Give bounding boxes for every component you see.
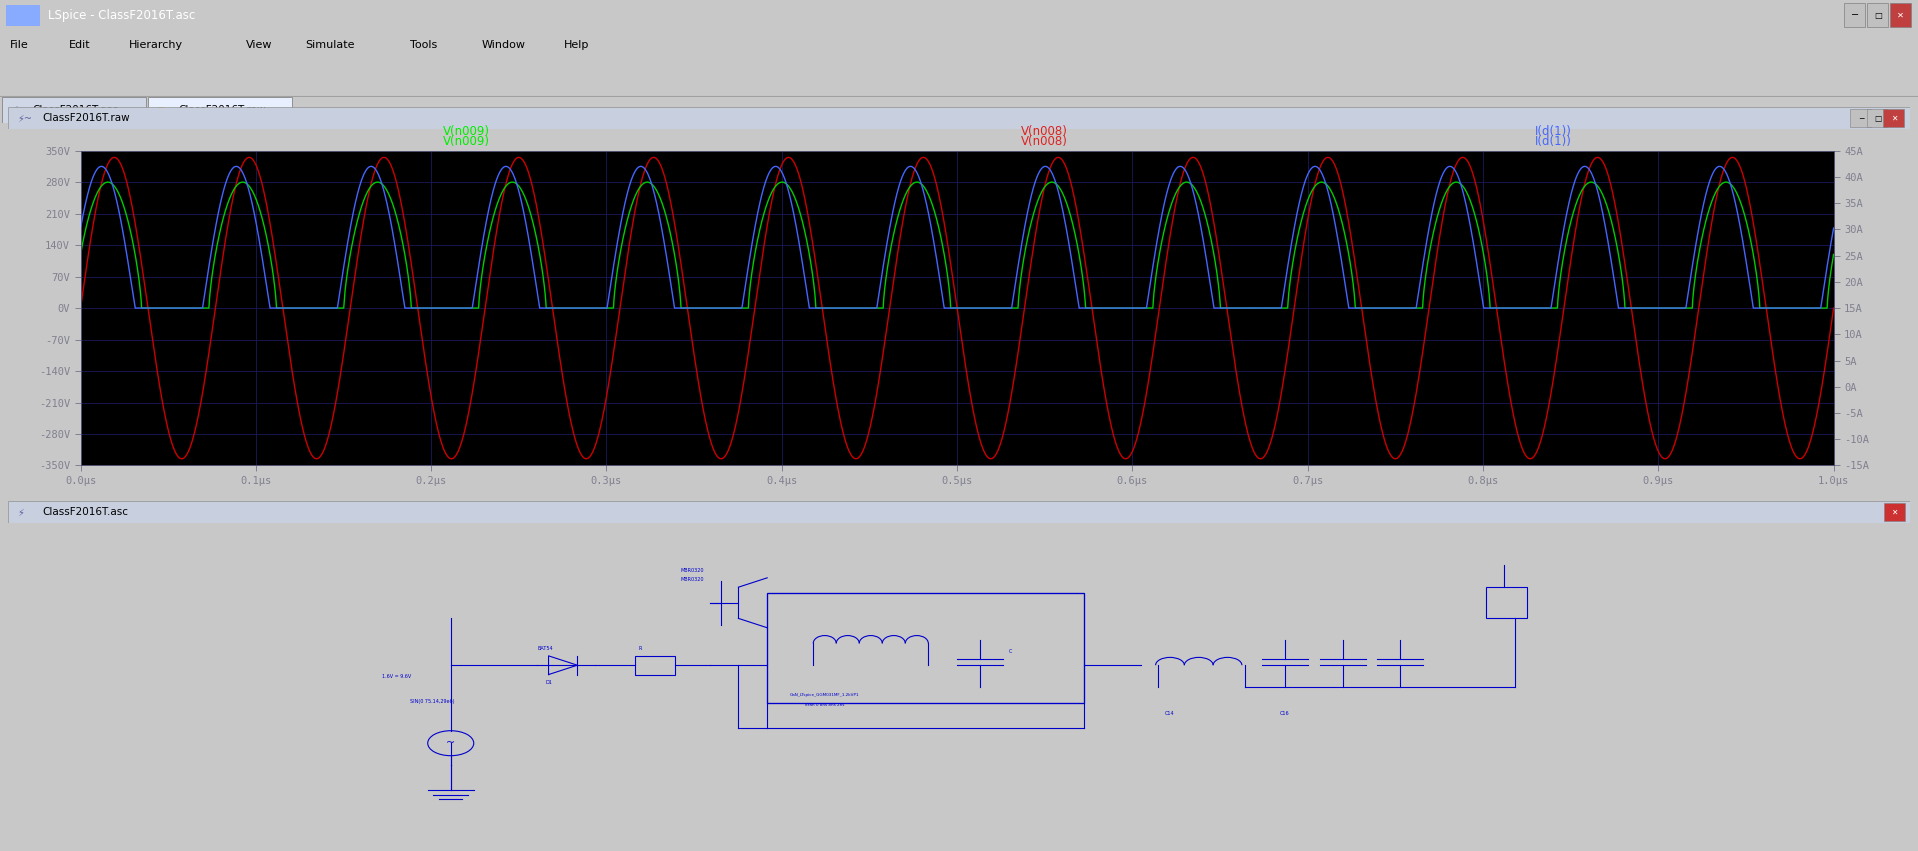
Bar (1486, 587, 1527, 619)
Bar (1868, 3, 1887, 27)
Bar (1883, 504, 1905, 521)
Bar (2, 97, 146, 123)
Text: ClassF2016T.raw: ClassF2016T.raw (42, 113, 130, 123)
Text: 📈: 📈 (157, 106, 163, 115)
Text: Simulate: Simulate (305, 40, 355, 50)
Text: I(d(1)): I(d(1)) (1534, 125, 1571, 138)
Text: Tools: Tools (410, 40, 437, 50)
Text: LSpice - ClassF2016T.asc: LSpice - ClassF2016T.asc (48, 9, 196, 21)
Text: MBR0320: MBR0320 (681, 568, 704, 573)
Text: ClassF2016T.asc: ClassF2016T.asc (33, 106, 119, 115)
Text: 1.6V = 9.6V: 1.6V = 9.6V (382, 674, 410, 679)
Text: View: View (246, 40, 272, 50)
Text: □: □ (1874, 10, 1882, 20)
Text: BAT54: BAT54 (537, 646, 552, 651)
Text: □: □ (1874, 114, 1882, 123)
Text: Edit: Edit (69, 40, 90, 50)
Text: V(n008): V(n008) (1020, 125, 1068, 138)
Text: V(n009): V(n009) (443, 125, 489, 138)
Bar (6, 4, 40, 26)
Bar (635, 656, 675, 675)
Text: D1: D1 (545, 680, 552, 685)
Text: C14: C14 (1164, 711, 1176, 717)
Text: File: File (10, 40, 29, 50)
Text: MBR0320: MBR0320 (681, 577, 704, 582)
Text: ✕: ✕ (1891, 508, 1897, 517)
Bar (148, 97, 292, 123)
Bar (1845, 3, 1864, 27)
Text: I(d(1)): I(d(1)) (1534, 134, 1571, 148)
Text: V(n008): V(n008) (1020, 134, 1068, 148)
Text: Help: Help (564, 40, 589, 50)
Text: Itran 0 8ns 8ns 2ns: Itran 0 8ns 8ns 2ns (806, 703, 844, 707)
Text: R: R (639, 646, 643, 651)
Text: −: − (1859, 114, 1864, 123)
Text: ⚡: ⚡ (12, 106, 19, 115)
Text: Hierarchy: Hierarchy (129, 40, 182, 50)
Bar (1851, 110, 1872, 127)
Text: −: − (1851, 10, 1859, 20)
Text: ~: ~ (447, 738, 455, 748)
Bar (1883, 110, 1905, 127)
Bar (1866, 110, 1887, 127)
Text: ✕: ✕ (1897, 10, 1905, 20)
Text: ⚡~: ⚡~ (17, 113, 33, 123)
Text: ✕: ✕ (1891, 114, 1897, 123)
Text: C16: C16 (1279, 711, 1291, 717)
Text: Window: Window (481, 40, 526, 50)
Text: ClassF2016T.asc: ClassF2016T.asc (42, 507, 129, 517)
Text: SIN(0 75.14,29e6): SIN(0 75.14,29e6) (410, 699, 455, 704)
Bar (767, 593, 1084, 703)
Text: ⚡: ⚡ (17, 507, 25, 517)
Bar (1891, 3, 1910, 27)
Text: C: C (1009, 648, 1013, 654)
Text: GaN_LTspice_GGM031MF_1.2kVP1: GaN_LTspice_GGM031MF_1.2kVP1 (790, 694, 859, 698)
Text: V(n009): V(n009) (443, 134, 489, 148)
Text: ClassF2016T.raw: ClassF2016T.raw (178, 106, 267, 115)
